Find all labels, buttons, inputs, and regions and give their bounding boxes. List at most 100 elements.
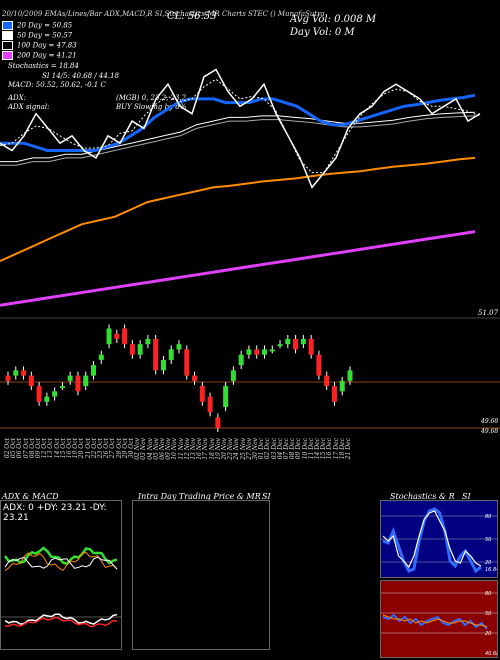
candle-body (339, 380, 345, 392)
candle-body (5, 375, 11, 381)
sma200-line (0, 230, 476, 307)
candle-body (52, 391, 58, 397)
rsi-tick-label: 50 (485, 611, 491, 617)
candle-body (215, 417, 221, 428)
rsi-plot: 80 50 20 40.68 (381, 591, 497, 657)
candle-body (44, 396, 50, 402)
candle-body (153, 338, 159, 371)
candle-body (254, 349, 260, 355)
legend-ema100: 100 Day = 47.83 (2, 41, 77, 50)
adx-line (4, 556, 118, 570)
price-label-low2: 49.68 (481, 428, 499, 435)
stoch-tick-label: 20 (485, 560, 491, 566)
legend-sma200: 200 Day = 41.21 (2, 51, 77, 60)
candle-body (199, 386, 205, 402)
price-label-top: 51.07 (478, 309, 499, 317)
adx-values: (MGB) 0, 23.2, 23.2 (116, 94, 187, 102)
candle-body (168, 349, 174, 360)
candle-body (285, 338, 291, 345)
candle-body (230, 370, 236, 381)
stochastics-title: Stochastics & R (390, 492, 455, 501)
candle-body (262, 349, 267, 355)
candle-body (238, 354, 244, 366)
macd-readout: MACD: 50.52, 50.62, -0.1 C (8, 81, 106, 89)
rsi-tick-label: 40.68 (485, 651, 497, 657)
stoch-tick-label: 16.84 (485, 567, 497, 573)
legend-ema100-text: 100 Day = 47.83 (17, 41, 77, 50)
adx-signal-label: ADX signal: (8, 103, 50, 111)
close-price-line (0, 68, 481, 189)
ema50-line (0, 115, 476, 166)
date-axis: 02 Oct 05 Oct 06 Oct 07 Oct 08 Oct 09 Oct 12 O… (0, 436, 500, 486)
candle-body (114, 333, 120, 339)
rsi-tick-label: 80 (485, 591, 491, 597)
candle-body (300, 338, 306, 345)
close-price-label: CL: 56.53 (167, 11, 217, 22)
stochastics-si: SI (462, 492, 471, 501)
main-price-chart (0, 68, 500, 432)
adx-macd-plot (1, 546, 121, 628)
stoch-tick-label: 50 (485, 537, 491, 543)
candle-body (308, 338, 314, 355)
intraday-title: Intra Day Trading Price & MR (138, 492, 261, 501)
candle-body (67, 375, 73, 381)
legend-ema50-swatch (2, 31, 13, 40)
ema50-line-upper (0, 111, 476, 163)
candle-body (21, 370, 27, 376)
legend-ema20: 20 Day = 50.85 (2, 21, 72, 30)
macd-signal-line (4, 616, 118, 628)
rsi-signal-line (382, 614, 488, 628)
rsi-readout: SI 14/5: 40.68 / 44.18 (42, 72, 119, 80)
legend-sma200-swatch (2, 51, 13, 60)
candle-body (122, 328, 128, 345)
ema100-line (0, 156, 476, 263)
candle-body (145, 338, 151, 345)
rsi-tick-label: 20 (485, 631, 491, 637)
adx-label: ADX: (8, 94, 27, 102)
stoch-tick-label: 80 (485, 514, 491, 520)
legend-ema100-swatch (2, 41, 13, 50)
candle-body (176, 344, 182, 350)
signal-text: BUY Slowing by 8% (116, 103, 187, 111)
candle-body (137, 344, 143, 355)
intraday-panel (132, 500, 270, 650)
date-tick-label: 21 Dec (345, 438, 352, 460)
rsi-line (382, 613, 488, 630)
signal-dotted-line (0, 78, 481, 174)
adx-readout: ADX: 0 +DY: 23.21 -DY: 23.21 (3, 503, 107, 523)
candle-body (324, 375, 330, 387)
candle-body (129, 344, 135, 355)
candle-body (277, 344, 283, 347)
candle-body (13, 370, 19, 376)
legend-ema50-text: 50 Day = 50.57 (17, 31, 73, 40)
avg-volume-label: Avg Vol: 0.008 M (290, 14, 377, 25)
candle-body (36, 386, 42, 402)
chart-header-strip: 20/10/2009 EMAs/Lines/Bar ADX,MACD,R SI,… (2, 10, 325, 18)
candle-body (223, 386, 229, 408)
candle-body (331, 386, 337, 402)
candle-body (106, 328, 112, 345)
day-volume-label: Day Vol: 0 M (290, 27, 355, 38)
legend-ema50: 50 Day = 50.57 (2, 31, 72, 40)
stochastics-readout: Stochastics = 18.84 (8, 62, 79, 70)
candle-body (160, 359, 166, 371)
candle-body (246, 349, 252, 355)
candle-body (83, 375, 89, 387)
candle-body (184, 349, 190, 376)
stoch-d-line (382, 510, 482, 569)
candle-body (347, 370, 353, 381)
candle-body (192, 375, 198, 381)
candle-body (75, 375, 81, 392)
candle-body (28, 375, 34, 387)
candle-body (98, 354, 104, 360)
intraday-si: SI (262, 492, 271, 501)
candle-body (59, 386, 65, 389)
adx-macd-title: ADX & MACD (2, 492, 59, 501)
rsi-panel: 80 50 20 40.68 (380, 580, 498, 658)
candle-body (207, 396, 213, 413)
price-label-low1: 49.68 (481, 418, 499, 425)
candle-body (316, 354, 322, 376)
candle-body (91, 365, 96, 376)
